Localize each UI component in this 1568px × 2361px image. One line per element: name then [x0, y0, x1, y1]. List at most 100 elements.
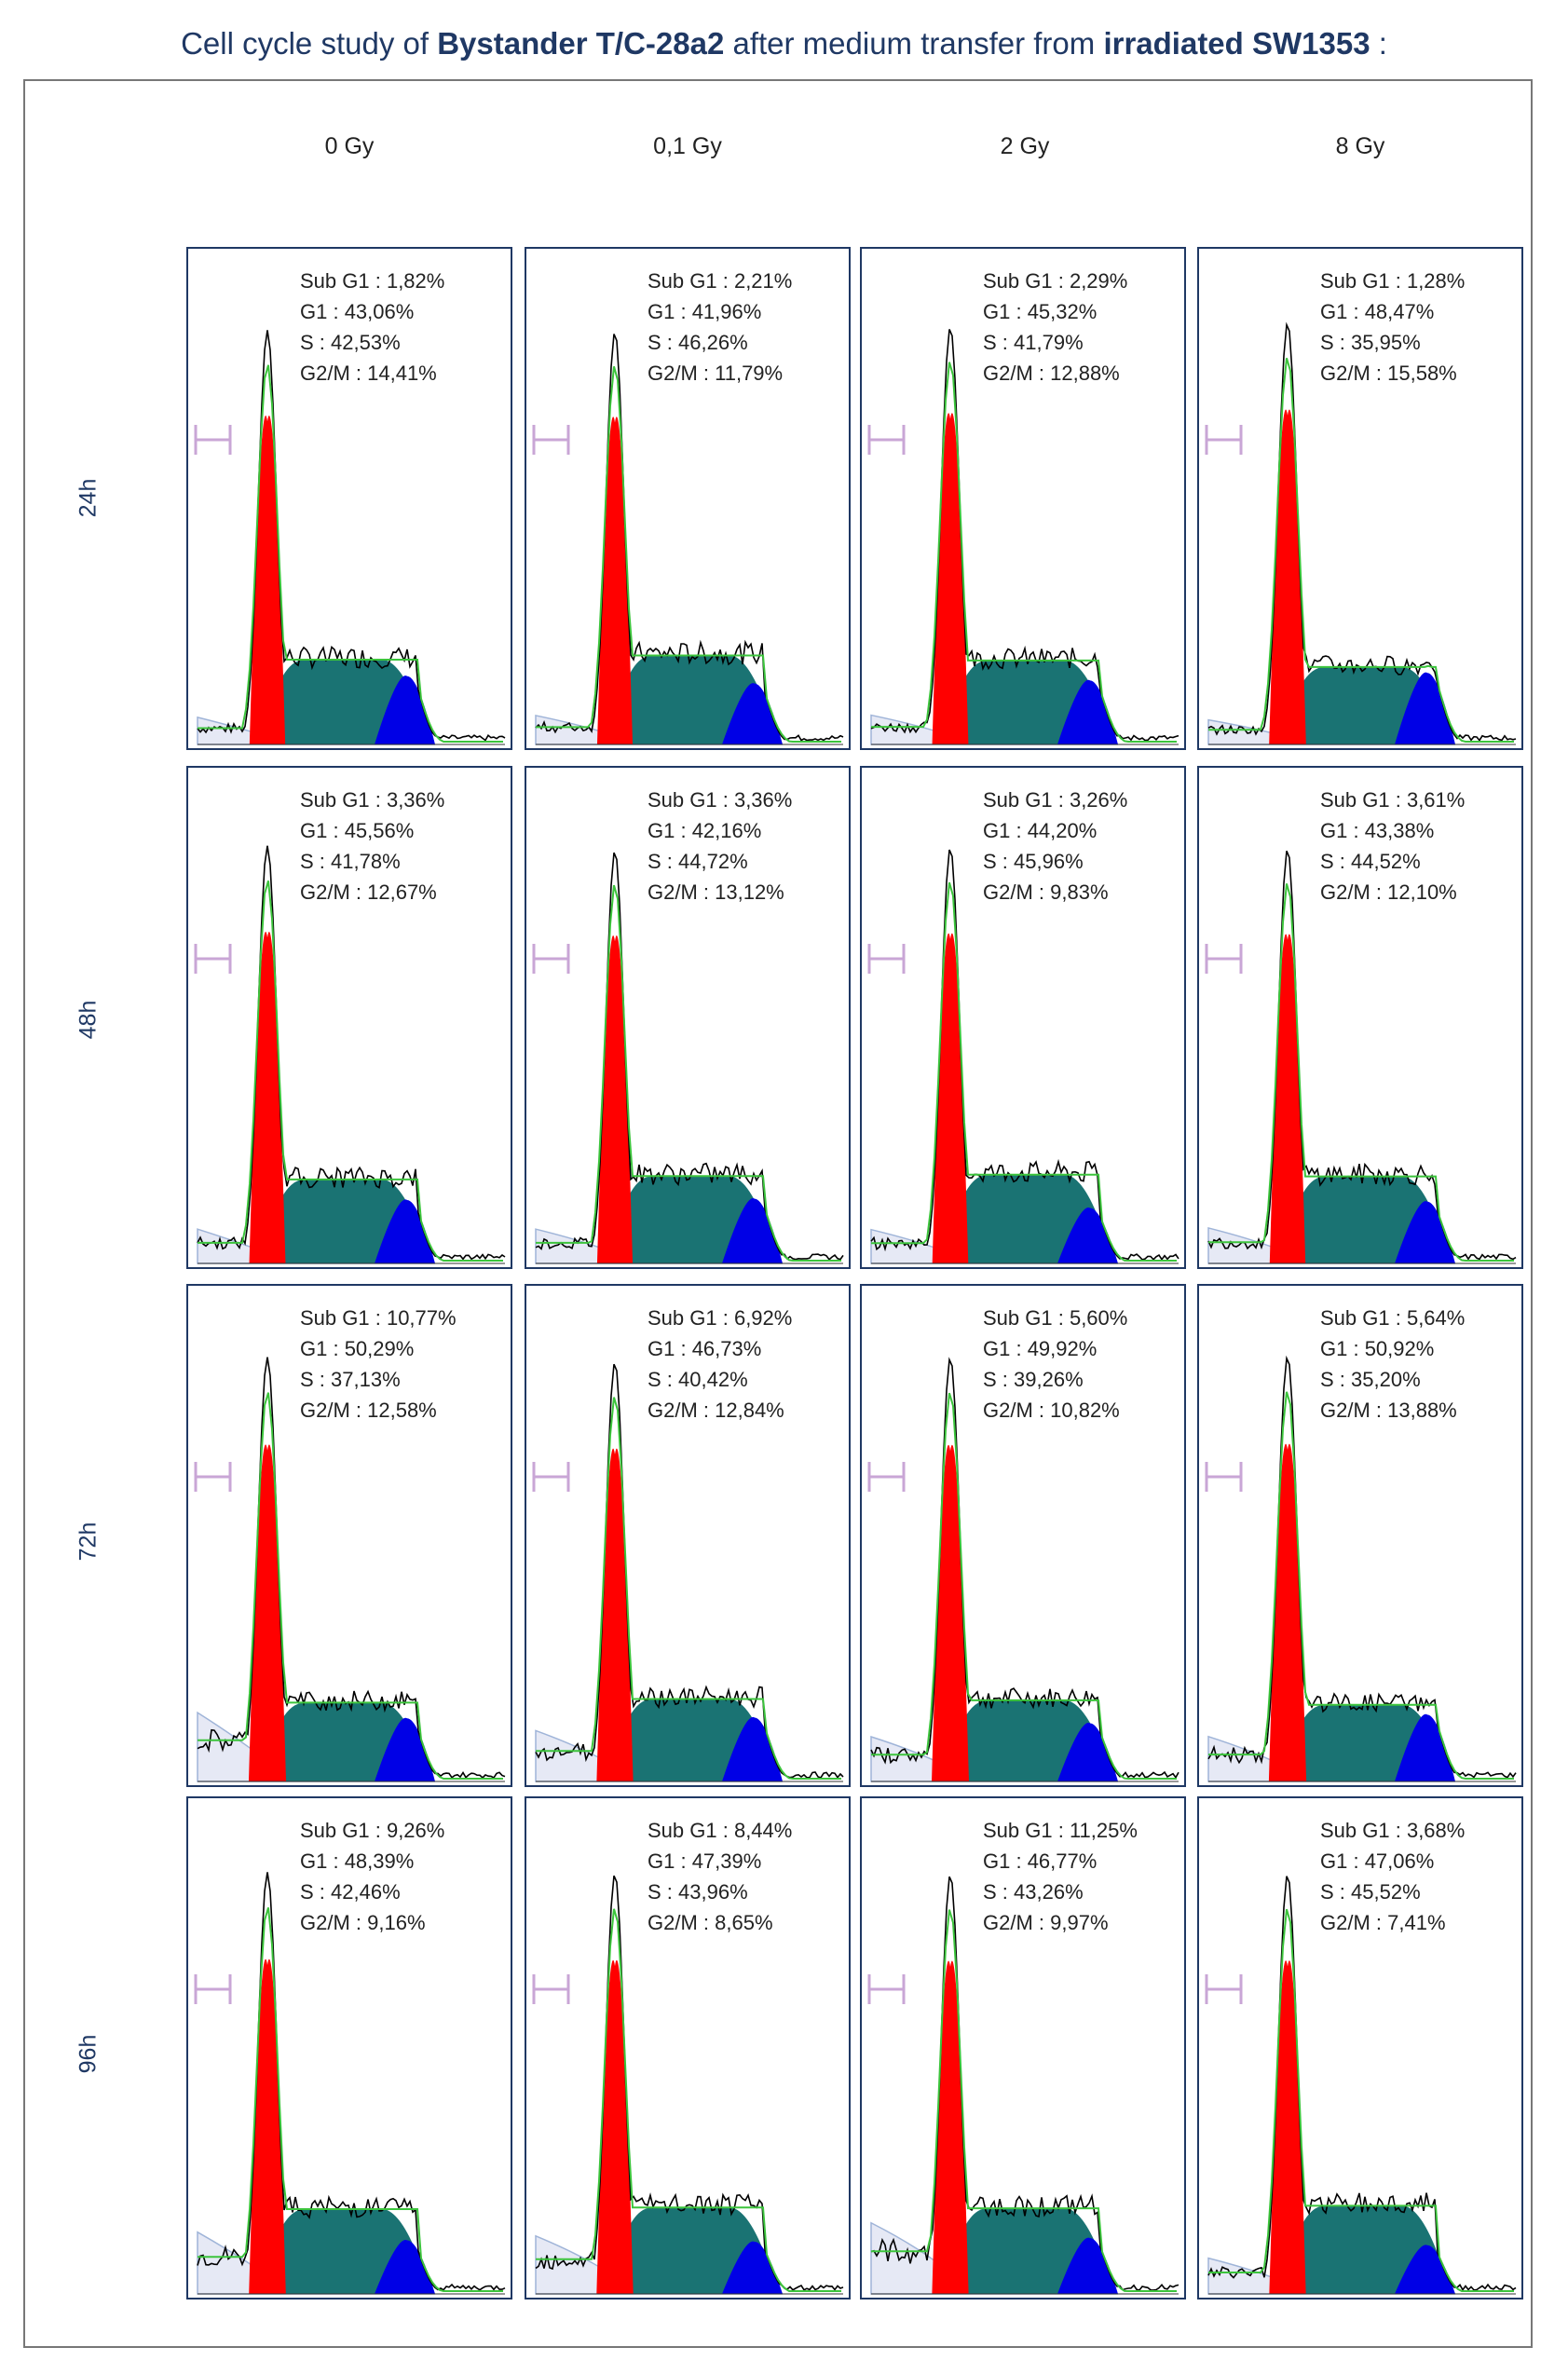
histogram-panel: Sub G1 : 3,61% G1 : 43,38% S : 44,52% G2/M … [1197, 766, 1523, 1269]
fit-model-line [536, 366, 841, 743]
stat-label: G1 : [1320, 300, 1365, 323]
histogram-plot [867, 329, 1179, 745]
stat-value: 5,60% [1069, 1306, 1128, 1330]
g2m-phase-fill [1057, 1208, 1118, 1263]
stat-value: 42,46% [331, 1880, 401, 1904]
stat-label: S : [983, 850, 1015, 873]
stat-g2m: G2/M : 13,12% [648, 877, 792, 908]
stat-value: 35,95% [1351, 331, 1421, 354]
raw-histogram-line [1207, 1355, 1517, 1779]
raw-histogram-line [535, 1875, 844, 2291]
stat-sub-g1: Sub G1 : 5,60% [983, 1303, 1127, 1333]
raw-histogram-line [535, 334, 844, 742]
stat-sub-g1: Sub G1 : 3,61% [1320, 785, 1465, 815]
histogram-plot [532, 1363, 844, 1782]
stat-value: 45,56% [344, 819, 415, 842]
stat-label: G1 : [983, 1849, 1028, 1873]
g2m-phase-fill [722, 1716, 783, 1781]
histogram-panel: Sub G1 : 9,26% G1 : 48,39% S : 42,46% G2/M … [186, 1796, 512, 2300]
phase-statistics: Sub G1 : 5,60% G1 : 49,92% S : 39,26% G2/M … [983, 1303, 1127, 1426]
stat-sub-g1: Sub G1 : 3,36% [648, 785, 792, 815]
stat-sub-g1: Sub G1 : 3,68% [1320, 1815, 1465, 1846]
stat-g2m: G2/M : 10,82% [983, 1395, 1127, 1426]
stat-sub-g1: Sub G1 : 11,25% [983, 1815, 1138, 1846]
stat-s: S : 39,26% [983, 1364, 1127, 1395]
g2m-phase-fill [722, 2241, 783, 2294]
stat-value: 1,82% [386, 269, 445, 293]
stat-s: S : 45,52% [1320, 1877, 1465, 1907]
histogram-plot [194, 1872, 506, 2295]
stat-g2m: G2/M : 13,88% [1320, 1395, 1465, 1426]
g2m-phase-fill [722, 1198, 783, 1263]
g2m-phase-fill [1057, 2237, 1118, 2294]
raw-histogram-line [197, 1872, 506, 2291]
g2m-phase-fill [375, 1199, 435, 1263]
stat-sub-g1: Sub G1 : 3,36% [300, 785, 444, 815]
row-header-0: 24h [75, 478, 102, 518]
stat-g2m: G2/M : 9,83% [983, 877, 1127, 908]
stat-label: Sub G1 : [1320, 1819, 1407, 1842]
stat-label: G1 : [648, 819, 692, 842]
stat-label: G1 : [648, 1337, 692, 1360]
stat-g2m: G2/M : 12,10% [1320, 877, 1465, 908]
stat-g2m: G2/M : 11,79% [648, 358, 792, 389]
fit-model-line [198, 364, 503, 743]
stat-label: S : [300, 331, 332, 354]
histogram-panel: Sub G1 : 10,77% G1 : 50,29% S : 37,13% G2/M… [186, 1284, 512, 1787]
histogram-panel: Sub G1 : 3,68% G1 : 47,06% S : 45,52% G2/M … [1197, 1796, 1523, 2300]
histogram-plot [532, 852, 844, 1264]
stat-value: 9,16% [367, 1911, 426, 1934]
histogram-panel: Sub G1 : 3,36% G1 : 42,16% S : 44,72% G2/M … [525, 766, 851, 1269]
raw-histogram-line [870, 1876, 1179, 2291]
stat-label: S : [648, 1368, 679, 1391]
phase-statistics: Sub G1 : 3,36% G1 : 45,56% S : 41,78% G2/M … [300, 785, 444, 908]
phase-statistics: Sub G1 : 9,26% G1 : 48,39% S : 42,46% G2/M … [300, 1815, 444, 1938]
stat-value: 12,84% [715, 1399, 784, 1422]
histogram-plot [194, 1357, 506, 1782]
stat-value: 46,73% [691, 1337, 762, 1360]
histogram-plot [1205, 1355, 1517, 1782]
stat-g1: G1 : 43,38% [1320, 815, 1465, 846]
stat-value: 9,26% [386, 1819, 445, 1842]
stat-value: 1,28% [1406, 269, 1466, 293]
raw-histogram-line [870, 329, 1179, 742]
stat-label: G2/M : [300, 1911, 368, 1934]
stat-value: 35,20% [1351, 1368, 1421, 1391]
stat-g1: G1 : 47,06% [1320, 1846, 1465, 1877]
stat-label: G1 : [300, 1337, 345, 1360]
stat-value: 45,32% [1027, 300, 1098, 323]
stat-value: 9,97% [1050, 1911, 1109, 1934]
histogram-panel: Sub G1 : 5,64% G1 : 50,92% S : 35,20% G2/M … [1197, 1284, 1523, 1787]
stat-g2m: G2/M : 14,41% [300, 358, 444, 389]
stat-sub-g1: Sub G1 : 1,82% [300, 266, 444, 296]
row-header-3: 96h [75, 2034, 102, 2074]
histogram-plot [194, 330, 506, 745]
stat-g2m: G2/M : 15,58% [1320, 358, 1465, 389]
stat-value: 3,36% [733, 788, 793, 812]
stat-label: G2/M : [983, 362, 1051, 385]
stat-value: 3,61% [1406, 788, 1466, 812]
stat-g1: G1 : 42,16% [648, 815, 792, 846]
stat-label: G2/M : [300, 880, 368, 904]
stat-label: G2/M : [983, 1399, 1051, 1422]
stat-value: 3,26% [1069, 788, 1128, 812]
stat-label: G1 : [983, 300, 1028, 323]
stat-label: G2/M : [648, 1399, 716, 1422]
stat-value: 3,36% [386, 788, 445, 812]
g2m-phase-fill [375, 1717, 435, 1781]
stat-label: S : [983, 1368, 1015, 1391]
fit-model-line [198, 1392, 503, 1780]
fit-model-line [1208, 358, 1514, 743]
raw-histogram-line [197, 330, 506, 742]
stat-sub-g1: Sub G1 : 1,28% [1320, 266, 1465, 296]
histogram-plot [867, 849, 1179, 1264]
fit-model-line [871, 1909, 1177, 2292]
stat-label: G1 : [983, 1337, 1028, 1360]
histogram-plot [194, 845, 506, 1264]
stat-s: S : 43,96% [648, 1877, 792, 1907]
histogram-plot [1205, 1876, 1517, 2295]
stat-label: S : [300, 1880, 332, 1904]
fit-model-line [198, 880, 503, 1262]
stat-sub-g1: Sub G1 : 8,44% [648, 1815, 792, 1846]
stat-value: 7,41% [1387, 1911, 1446, 1934]
